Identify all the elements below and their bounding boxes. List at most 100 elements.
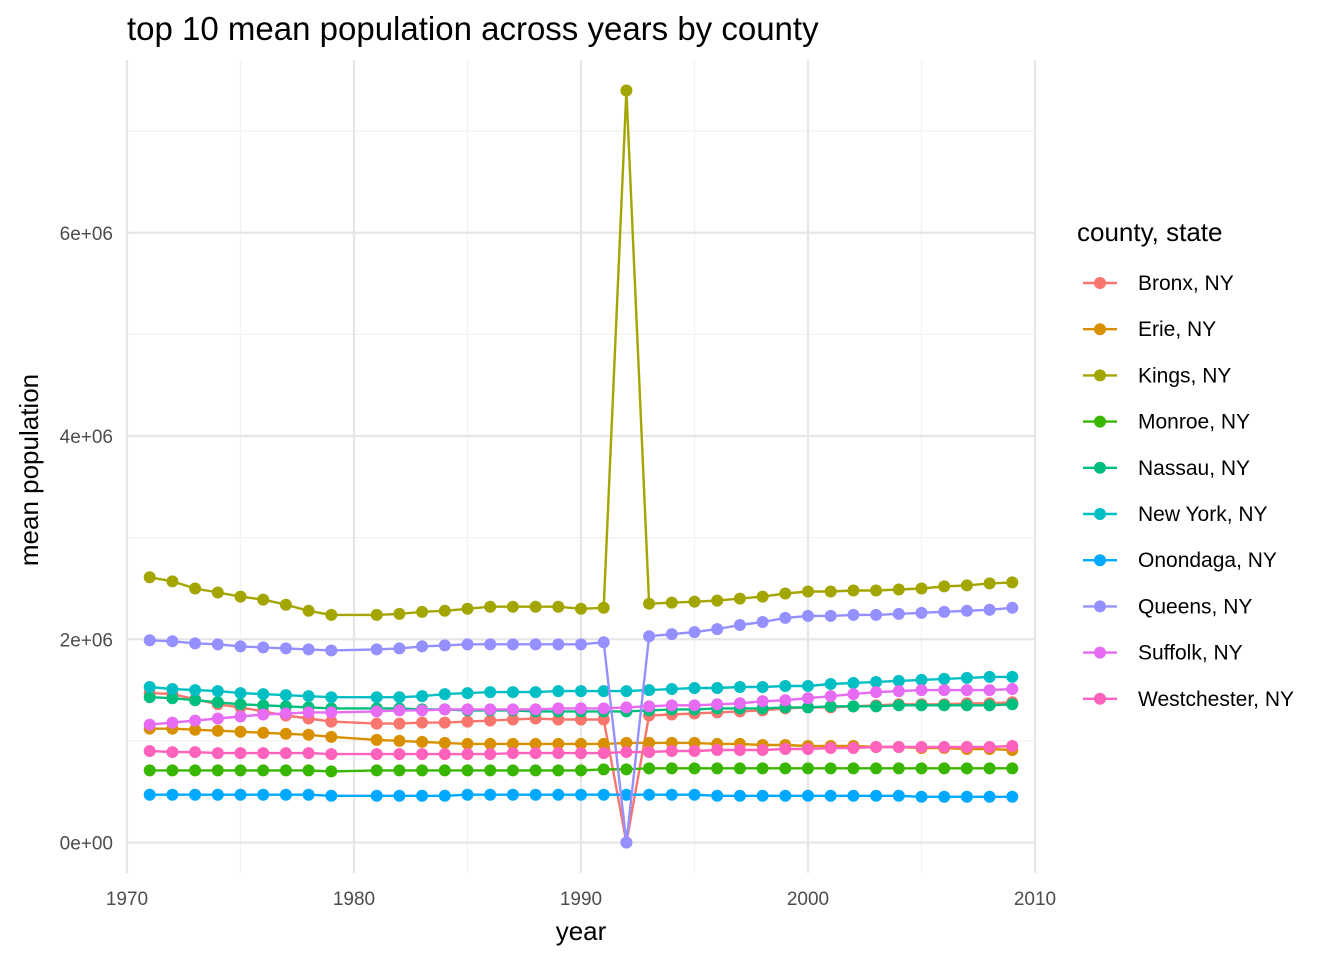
data-point bbox=[438, 604, 451, 617]
data-point bbox=[370, 691, 383, 704]
data-point bbox=[234, 725, 247, 738]
legend-key-point bbox=[1094, 461, 1106, 474]
data-point bbox=[438, 736, 451, 749]
data-point bbox=[620, 736, 633, 749]
data-point bbox=[643, 700, 656, 713]
data-point bbox=[325, 608, 338, 621]
data-point bbox=[211, 586, 224, 599]
data-point bbox=[892, 762, 905, 775]
data-point bbox=[552, 685, 565, 698]
data-point bbox=[211, 696, 224, 709]
series-queens-ny bbox=[143, 601, 1019, 849]
data-point bbox=[802, 762, 814, 775]
data-point bbox=[938, 580, 951, 593]
data-point bbox=[824, 742, 837, 755]
data-point bbox=[756, 681, 769, 694]
data-point bbox=[416, 704, 429, 717]
series-westchester-ny bbox=[143, 739, 1019, 761]
data-point bbox=[279, 788, 292, 801]
data-point bbox=[552, 737, 565, 750]
data-point bbox=[665, 628, 678, 641]
data-point bbox=[302, 604, 315, 617]
data-point bbox=[166, 746, 179, 759]
legend-label: Bronx, NY bbox=[1138, 272, 1234, 295]
data-point bbox=[643, 736, 656, 749]
data-point bbox=[189, 746, 202, 759]
data-point bbox=[189, 684, 202, 697]
data-point bbox=[166, 635, 179, 648]
data-point bbox=[824, 609, 837, 622]
data-point bbox=[166, 692, 179, 705]
data-point bbox=[847, 700, 860, 713]
data-point bbox=[370, 748, 383, 761]
data-point bbox=[189, 788, 202, 801]
data-point bbox=[234, 747, 247, 760]
data-point bbox=[189, 764, 202, 777]
data-point bbox=[756, 615, 769, 628]
data-point bbox=[870, 740, 883, 753]
legend-label: Westchester, NY bbox=[1138, 688, 1294, 711]
legend-label: New York, NY bbox=[1138, 503, 1268, 526]
x-tick-label: 1970 bbox=[106, 889, 148, 910]
data-point bbox=[506, 788, 519, 801]
data-point bbox=[915, 582, 928, 595]
data-point bbox=[779, 762, 792, 775]
data-point bbox=[506, 686, 519, 699]
data-point bbox=[257, 747, 270, 760]
legend-key-point bbox=[1094, 415, 1106, 428]
series bbox=[143, 84, 1019, 849]
legend-label: Onondaga, NY bbox=[1138, 549, 1277, 572]
data-point bbox=[484, 638, 497, 651]
data-point bbox=[733, 592, 746, 605]
data-point bbox=[416, 789, 429, 802]
data-point bbox=[756, 762, 769, 775]
data-point bbox=[915, 762, 928, 775]
data-point bbox=[575, 747, 587, 760]
data-point bbox=[960, 579, 973, 592]
data-point bbox=[325, 765, 338, 778]
data-point bbox=[643, 684, 656, 697]
data-point bbox=[938, 605, 951, 618]
data-point bbox=[983, 790, 996, 803]
data-point bbox=[575, 638, 587, 651]
data-point bbox=[484, 714, 497, 727]
data-point bbox=[802, 743, 814, 756]
legend-key-point bbox=[1094, 323, 1106, 336]
data-point bbox=[257, 726, 270, 739]
data-point bbox=[393, 789, 406, 802]
data-point bbox=[484, 703, 497, 716]
legend-item: Monroe, NY bbox=[1083, 411, 1250, 434]
data-point bbox=[438, 639, 451, 652]
data-point bbox=[461, 638, 474, 651]
data-point bbox=[325, 748, 338, 761]
data-point bbox=[983, 762, 996, 775]
grid bbox=[125, 60, 1037, 873]
data-point bbox=[166, 764, 179, 777]
legend-label: Kings, NY bbox=[1138, 364, 1231, 387]
data-point bbox=[461, 748, 474, 761]
data-point bbox=[325, 789, 338, 802]
data-point bbox=[802, 585, 814, 598]
data-point bbox=[370, 705, 383, 718]
x-axis-title: year bbox=[556, 916, 607, 946]
data-point bbox=[211, 747, 224, 760]
x-tick-label: 2000 bbox=[787, 889, 829, 910]
chart-title: top 10 mean population across years by c… bbox=[127, 10, 819, 47]
series-onondaga-ny bbox=[143, 788, 1019, 803]
data-point bbox=[552, 764, 565, 777]
data-point bbox=[824, 677, 837, 690]
data-point bbox=[892, 740, 905, 753]
x-tick-label: 2010 bbox=[1014, 889, 1056, 910]
data-point bbox=[802, 789, 814, 802]
data-point bbox=[234, 640, 247, 653]
data-point bbox=[892, 789, 905, 802]
data-point bbox=[779, 743, 792, 756]
data-point bbox=[302, 728, 315, 741]
data-point bbox=[506, 600, 519, 613]
data-point bbox=[711, 594, 724, 607]
data-point bbox=[302, 764, 315, 777]
data-point bbox=[824, 762, 837, 775]
data-point bbox=[779, 694, 792, 707]
data-point bbox=[461, 715, 474, 728]
data-point bbox=[575, 685, 587, 698]
